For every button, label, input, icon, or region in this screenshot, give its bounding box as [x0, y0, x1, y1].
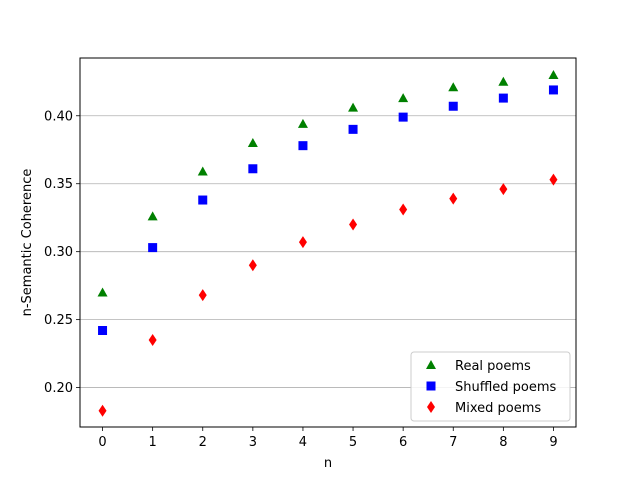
y-axis-label: n-Semantic Coherence	[20, 169, 35, 317]
shuffled-poems-point	[448, 101, 458, 111]
y-tick-label: 0.35	[44, 177, 73, 192]
shuffled-poems-point	[248, 164, 258, 174]
mixed-poems-point	[298, 236, 307, 249]
legend-real-poems-label: Real poems	[455, 359, 531, 374]
real-poems-point	[97, 287, 108, 297]
mixed-poems-point	[248, 259, 257, 272]
real-poems-point	[348, 102, 359, 112]
real-poems-point	[247, 137, 258, 147]
series-mixed-poems	[98, 173, 558, 417]
x-tick-label: 2	[199, 435, 207, 450]
mixed-poems-point	[549, 173, 558, 186]
mixed-poems-point	[449, 192, 458, 205]
real-poems-point	[398, 93, 409, 103]
legend-real-poems-marker	[426, 360, 436, 369]
mixed-poems-point	[198, 289, 207, 302]
shuffled-poems-point	[148, 243, 158, 253]
x-tick-label: 6	[399, 435, 407, 450]
mixed-poems-point	[349, 218, 358, 231]
legend-shuffled-poems-marker	[426, 381, 436, 391]
x-tick-label: 4	[299, 435, 307, 450]
x-tick-label: 3	[249, 435, 257, 450]
x-tick-label: 1	[149, 435, 157, 450]
data-marks	[97, 69, 559, 417]
shuffled-poems-point	[348, 124, 358, 134]
legend-mixed-poems-marker	[427, 401, 435, 413]
mixed-poems-point	[499, 183, 508, 196]
shuffled-poems-point	[198, 195, 208, 205]
x-tick-label: 9	[549, 435, 557, 450]
x-tick-label: 5	[349, 435, 357, 450]
real-poems-point	[197, 166, 208, 176]
real-poems-point	[548, 69, 559, 79]
axis-ticks: 0.20 0.25 0.30 0.35 0.40 0 1 2 3 4 5 6 7 8 9	[44, 109, 558, 450]
shuffled-poems-point	[398, 112, 408, 122]
legend-box	[410, 351, 571, 422]
real-poems-point	[297, 118, 308, 128]
plot-frame	[79, 57, 577, 428]
real-poems-point	[147, 211, 158, 221]
shuffled-poems-point	[498, 93, 508, 103]
x-tick-label: 8	[499, 435, 507, 450]
legend: Real poems Shuffled poems Mixed poems	[410, 351, 571, 422]
series-shuffled-poems	[98, 85, 558, 336]
mixed-poems-point	[148, 334, 157, 347]
mixed-poems-point	[399, 203, 408, 216]
real-poems-point	[448, 82, 459, 92]
shuffled-poems-point	[548, 85, 558, 95]
shuffled-poems-point	[98, 326, 108, 336]
y-tick-label: 0.40	[44, 109, 73, 124]
y-tick-label: 0.20	[44, 381, 73, 396]
y-tick-label: 0.25	[44, 313, 73, 328]
x-tick-label: 0	[98, 435, 106, 450]
shuffled-poems-point	[298, 141, 308, 151]
real-poems-point	[498, 76, 509, 86]
legend-shuffled-poems-label: Shuffled poems	[455, 380, 557, 395]
y-tick-label: 0.30	[44, 245, 73, 260]
series-real-poems	[97, 69, 559, 297]
legend-mixed-poems-label: Mixed poems	[455, 401, 541, 416]
x-tick-label: 7	[449, 435, 457, 450]
mixed-poems-point	[98, 404, 107, 417]
x-axis-label: n	[324, 456, 332, 471]
